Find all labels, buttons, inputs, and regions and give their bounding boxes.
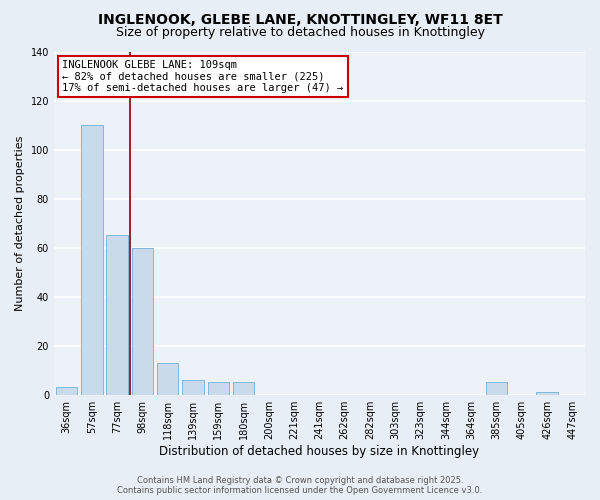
Bar <box>182 380 204 394</box>
Bar <box>81 125 103 394</box>
Y-axis label: Number of detached properties: Number of detached properties <box>15 136 25 311</box>
X-axis label: Distribution of detached houses by size in Knottingley: Distribution of detached houses by size … <box>160 444 479 458</box>
Text: INGLENOOK, GLEBE LANE, KNOTTINGLEY, WF11 8ET: INGLENOOK, GLEBE LANE, KNOTTINGLEY, WF11… <box>98 12 502 26</box>
Bar <box>157 363 178 394</box>
Text: Contains HM Land Registry data © Crown copyright and database right 2025.
Contai: Contains HM Land Registry data © Crown c… <box>118 476 482 495</box>
Text: Size of property relative to detached houses in Knottingley: Size of property relative to detached ho… <box>115 26 485 39</box>
Bar <box>233 382 254 394</box>
Text: INGLENOOK GLEBE LANE: 109sqm
← 82% of detached houses are smaller (225)
17% of s: INGLENOOK GLEBE LANE: 109sqm ← 82% of de… <box>62 60 343 93</box>
Bar <box>106 236 128 394</box>
Bar <box>131 248 153 394</box>
Bar <box>208 382 229 394</box>
Bar <box>486 382 507 394</box>
Bar <box>56 388 77 394</box>
Bar <box>536 392 558 394</box>
